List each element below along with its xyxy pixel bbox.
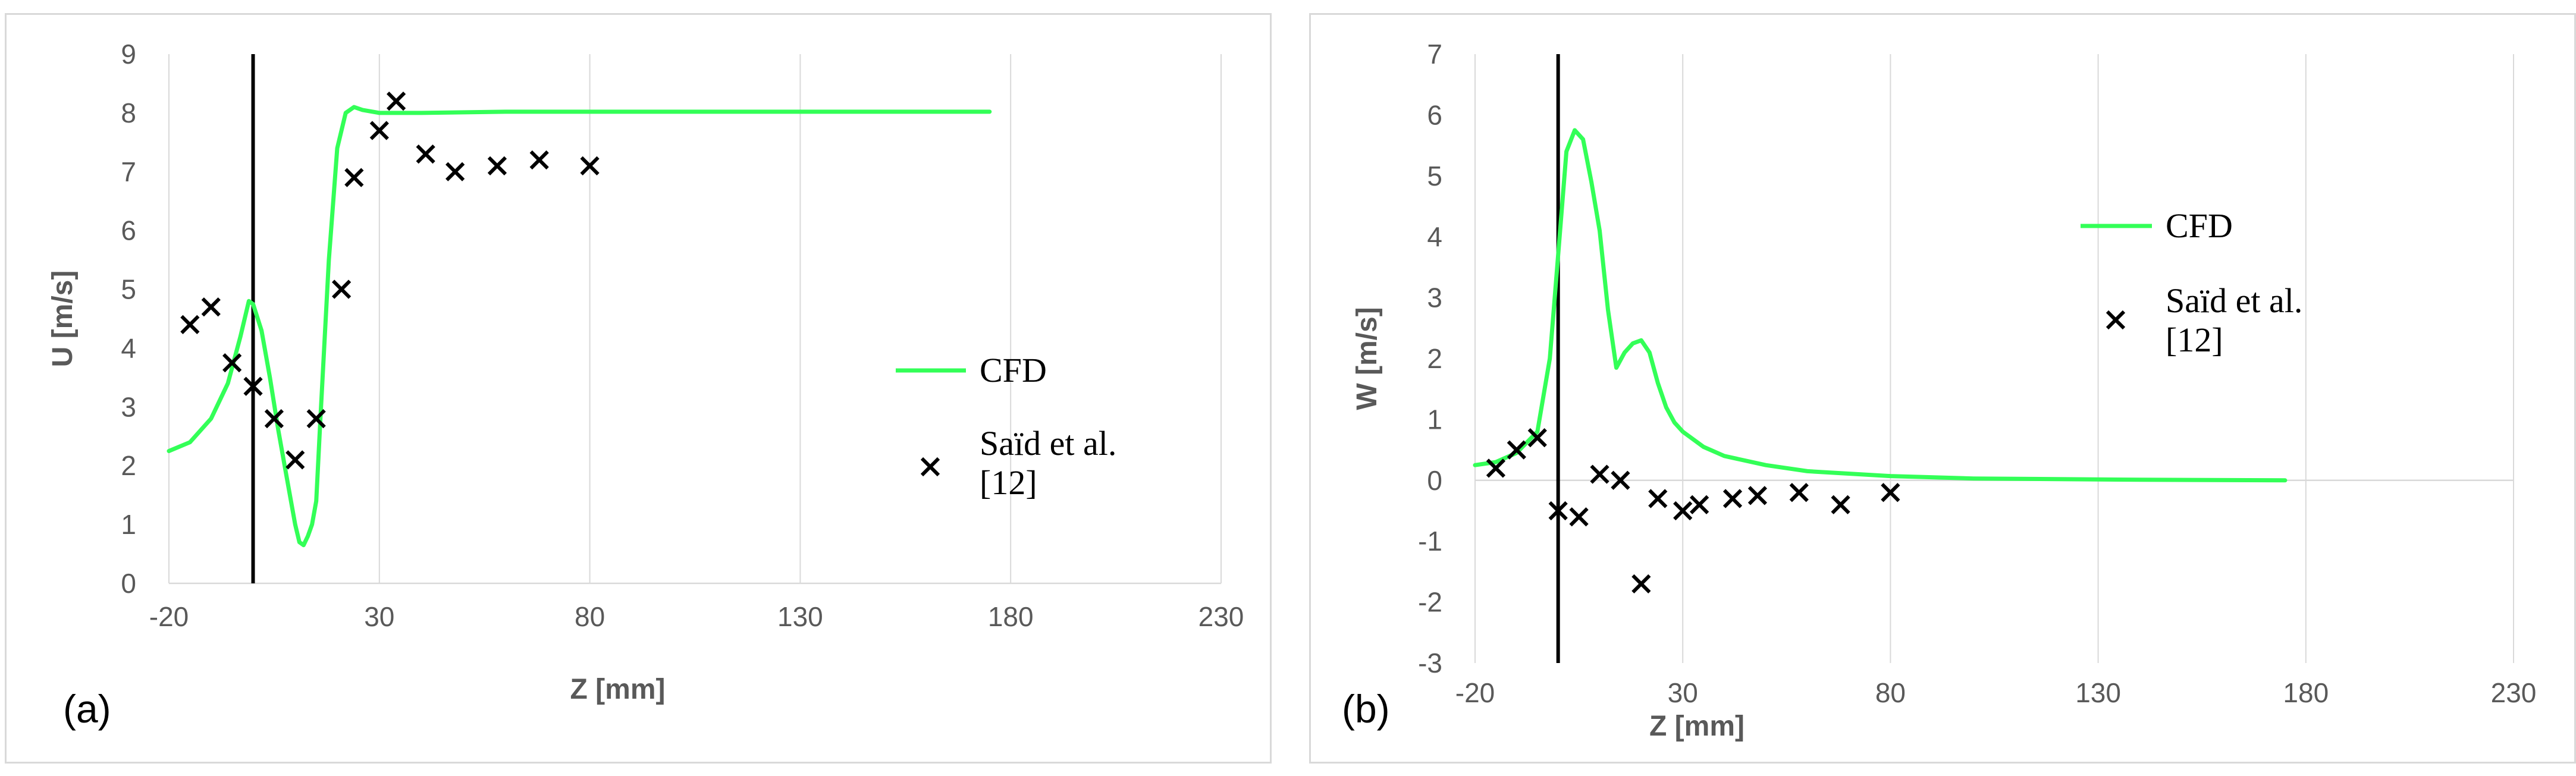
cfd-series-line (167, 105, 992, 548)
y-tick-label: 0 (1427, 465, 1442, 496)
data-point-marker (264, 409, 284, 429)
legend-cfd-label: CFD (2166, 206, 2233, 245)
data-point-marker (331, 279, 352, 299)
y-tick-label: -1 (1418, 526, 1442, 557)
y-axis-title: U [m/s] (47, 271, 79, 367)
y-tick-label: 6 (1427, 99, 1442, 130)
data-point-marker (580, 156, 600, 176)
x-tick-label: 130 (2075, 677, 2121, 708)
y-tick-label: 2 (121, 450, 136, 481)
data-point-marker (1831, 495, 1850, 514)
data-point-marker (1548, 501, 1568, 521)
data-point-marker (1569, 507, 1589, 527)
y-axis-title: W [m/s] (1351, 307, 1383, 410)
y-tick-label: 7 (121, 156, 136, 187)
y-tick-label: 4 (1427, 221, 1442, 252)
data-point-marker (1690, 495, 1709, 514)
data-point-marker (1611, 470, 1630, 490)
x-tick-label: 230 (2491, 677, 2537, 708)
x-axis-title: Z [mm] (570, 674, 666, 705)
y-tick-label: -2 (1418, 587, 1442, 618)
y-tick-label: 1 (1427, 404, 1442, 435)
experimental-series (180, 91, 600, 470)
data-point-marker (487, 156, 507, 176)
chart-svg-b: -20 30 80 130 180 230 -3 -2 -1 0 1 2 3 4 5 6 7 Z [mm] W [m… (1342, 39, 2537, 742)
panel-label: (a) (63, 687, 111, 731)
y-tick-label: 5 (1427, 161, 1442, 191)
data-point-marker (1631, 574, 1651, 594)
x-axis-title: Z [mm] (1649, 711, 1744, 742)
legend-experimental-label: [12] (2166, 321, 2223, 359)
data-point-marker (1486, 458, 1506, 478)
y-tick-label: 0 (121, 568, 136, 599)
x-tick-label: -20 (149, 601, 189, 632)
legend-experimental-swatch (920, 457, 940, 477)
data-point-marker (1590, 464, 1609, 484)
legend-experimental-label: Saïd et al. (980, 424, 1116, 463)
y-tick-label: 8 (121, 98, 136, 128)
x-tick-label: 80 (575, 601, 605, 632)
data-point-marker (1747, 486, 1768, 505)
data-point-marker (306, 409, 326, 429)
x-tick-label: 30 (1668, 677, 1698, 708)
y-tick-label: 5 (121, 274, 136, 305)
data-point-marker (1881, 483, 1900, 502)
data-point-marker (1722, 489, 1743, 508)
legend-experimental-label: [12] (980, 463, 1037, 502)
y-tick-label: 9 (121, 39, 136, 70)
y-tick-label: 3 (1427, 282, 1442, 313)
legend-cfd-label: CFD (980, 351, 1047, 389)
y-tick-label: 1 (121, 509, 136, 540)
data-point-marker (529, 150, 549, 170)
x-tick-label: 130 (777, 601, 823, 632)
x-tick-label: 80 (1875, 677, 1906, 708)
y-tick-label: 7 (1427, 39, 1442, 70)
x-tick-label: 180 (988, 601, 1034, 632)
y-tick-label: 3 (121, 391, 136, 422)
x-tick-label: 180 (2283, 677, 2329, 708)
data-point-marker (180, 315, 200, 335)
data-point-marker (416, 144, 435, 164)
x-tick-label: 30 (364, 601, 394, 632)
data-point-marker (1789, 483, 1809, 502)
data-point-marker (1673, 501, 1693, 521)
data-point-marker (222, 353, 242, 373)
y-tick-label: 4 (121, 332, 136, 363)
data-point-marker (243, 376, 263, 396)
y-tick-label: 6 (121, 215, 136, 246)
panel-label: (b) (1342, 687, 1390, 731)
data-point-marker (344, 168, 364, 187)
x-tick-label: 230 (1198, 601, 1244, 632)
chart-panel-b: -20 30 80 130 180 230 -3 -2 -1 0 1 2 3 4 5 6 7 Z [mm] W [m… (1309, 13, 2576, 764)
legend-experimental-swatch (2106, 310, 2126, 330)
chart-svg-a: -20 30 80 130 180 230 0 1 2 3 4 5 6 7 8 9 Z [mm] U [m/s] C… (47, 39, 1244, 731)
cfd-series-line (1473, 128, 2288, 483)
experimental-series (1486, 428, 1900, 594)
legend-experimental-label: Saïd et al. (2166, 281, 2302, 320)
data-point-marker (201, 297, 221, 317)
data-point-marker (1507, 440, 1526, 460)
x-tick-label: -20 (1455, 677, 1495, 708)
data-point-marker (386, 91, 406, 111)
y-tick-label: -3 (1418, 648, 1442, 678)
data-point-marker (285, 450, 305, 470)
data-point-marker (445, 162, 465, 181)
data-point-marker (369, 121, 389, 140)
y-tick-label: 2 (1427, 343, 1442, 374)
data-point-marker (1648, 489, 1668, 508)
data-point-marker (1527, 428, 1547, 448)
chart-panel-a: -20 30 80 130 180 230 0 1 2 3 4 5 6 7 8 9 Z [mm] U [m/s] C… (5, 13, 1272, 764)
